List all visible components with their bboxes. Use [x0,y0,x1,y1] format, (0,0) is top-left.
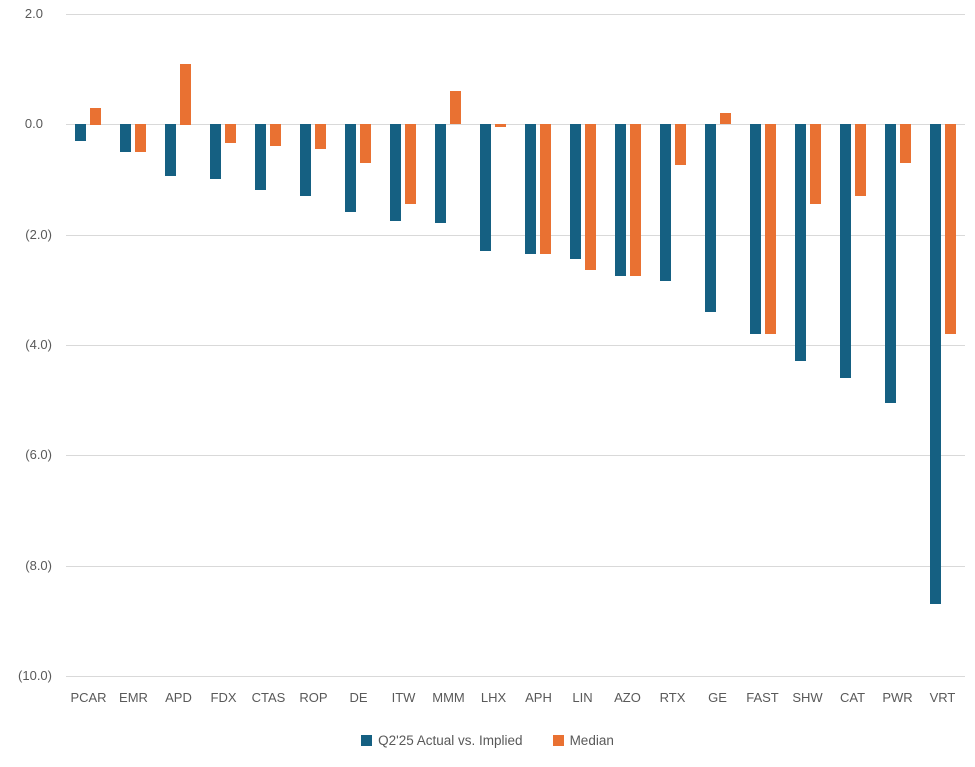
bar-median-PWR [900,124,911,163]
legend-item-actual: Q2'25 Actual vs. Implied [361,733,523,748]
bar-actual-VRT [930,124,941,604]
x-axis-label-GE: GE [708,690,727,705]
x-axis-label-LIN: LIN [572,690,593,705]
y-axis-tick-label: 0.0 [24,116,43,131]
bar-median-DE [360,124,371,163]
legend-swatch-median-icon [552,735,564,746]
x-axis-label-DE: DE [349,690,368,705]
x-axis-label-AZO: AZO [614,690,641,705]
gridline-(10.0) [66,676,965,677]
y-axis-tick-label: (2.0) [25,227,52,242]
bar-actual-CTAS [255,124,266,190]
x-axis-label-FDX: FDX [210,690,237,705]
y-axis-tick-label: (10.0) [18,668,52,683]
legend-item-median: Median [552,733,614,748]
bar-actual-AZO [615,124,626,276]
x-axis-label-MMM: MMM [432,690,465,705]
bar-median-SHW [810,124,821,204]
gridline-0.0 [66,124,965,125]
bar-median-EMR [135,124,146,152]
y-axis-tick-label: (8.0) [25,558,52,573]
x-axis-label-ITW: ITW [391,690,416,705]
x-axis-label-VRT: VRT [929,690,956,705]
chart-legend: Q2'25 Actual vs. Implied Median [0,733,975,748]
x-axis-label-PWR: PWR [882,690,913,705]
gridline-(2.0) [66,235,965,236]
x-axis-label-SHW: SHW [792,690,823,705]
bar-median-LIN [585,124,596,270]
y-axis-tick-label: (6.0) [25,447,52,462]
x-axis-label-RTX: RTX [659,690,686,705]
x-axis-label-ROP: ROP [299,690,328,705]
legend-label-median: Median [569,733,614,748]
x-axis-label-CTAS: CTAS [251,690,286,705]
bar-actual-MMM [435,124,446,223]
x-axis-label-APH: APH [525,690,552,705]
x-axis-label-PCAR: PCAR [70,690,107,705]
y-axis-tick-label: (4.0) [25,337,52,352]
bar-median-FDX [225,124,236,143]
gridline-(6.0) [66,455,965,456]
bar-actual-ROP [300,124,311,196]
bar-median-PCAR [90,108,101,125]
bar-median-GE [720,113,731,124]
x-axis-label-CAT: CAT [839,690,866,705]
bar-actual-LHX [480,124,491,251]
x-axis-label-FAST: FAST [746,690,779,705]
legend-label-actual: Q2'25 Actual vs. Implied [378,733,523,748]
bar-actual-PCAR [75,124,86,141]
bar-actual-LIN [570,124,581,259]
y-axis-tick-label: 2.0 [24,6,43,21]
bar-median-LHX [495,124,506,127]
bar-median-CAT [855,124,866,196]
bar-actual-SHW [795,124,806,361]
bar-actual-APD [165,124,176,176]
bar-actual-APH [525,124,536,254]
bar-median-CTAS [270,124,281,146]
legend-swatch-actual-icon [361,735,373,746]
bar-actual-EMR [120,124,131,152]
bar-median-ROP [315,124,326,149]
x-axis-label-LHX: LHX [480,690,507,705]
bar-actual-PWR [885,124,896,403]
bar-actual-CAT [840,124,851,378]
bar-median-FAST [765,124,776,334]
bar-median-MMM [450,91,461,124]
gridline-(8.0) [66,566,965,567]
gridline-2.0 [66,14,965,15]
bar-actual-DE [345,124,356,212]
bar-median-APD [180,64,191,125]
x-axis-label-EMR: EMR [119,690,148,705]
x-axis-label-APD: APD [165,690,192,705]
bar-actual-RTX [660,124,671,281]
bar-actual-GE [705,124,716,312]
bar-median-APH [540,124,551,254]
gridline-(4.0) [66,345,965,346]
bar-median-VRT [945,124,956,334]
bar-actual-ITW [390,124,401,221]
bar-median-AZO [630,124,641,276]
bar-actual-FDX [210,124,221,179]
bar-median-ITW [405,124,416,204]
bar-median-RTX [675,124,686,165]
bar-actual-FAST [750,124,761,334]
